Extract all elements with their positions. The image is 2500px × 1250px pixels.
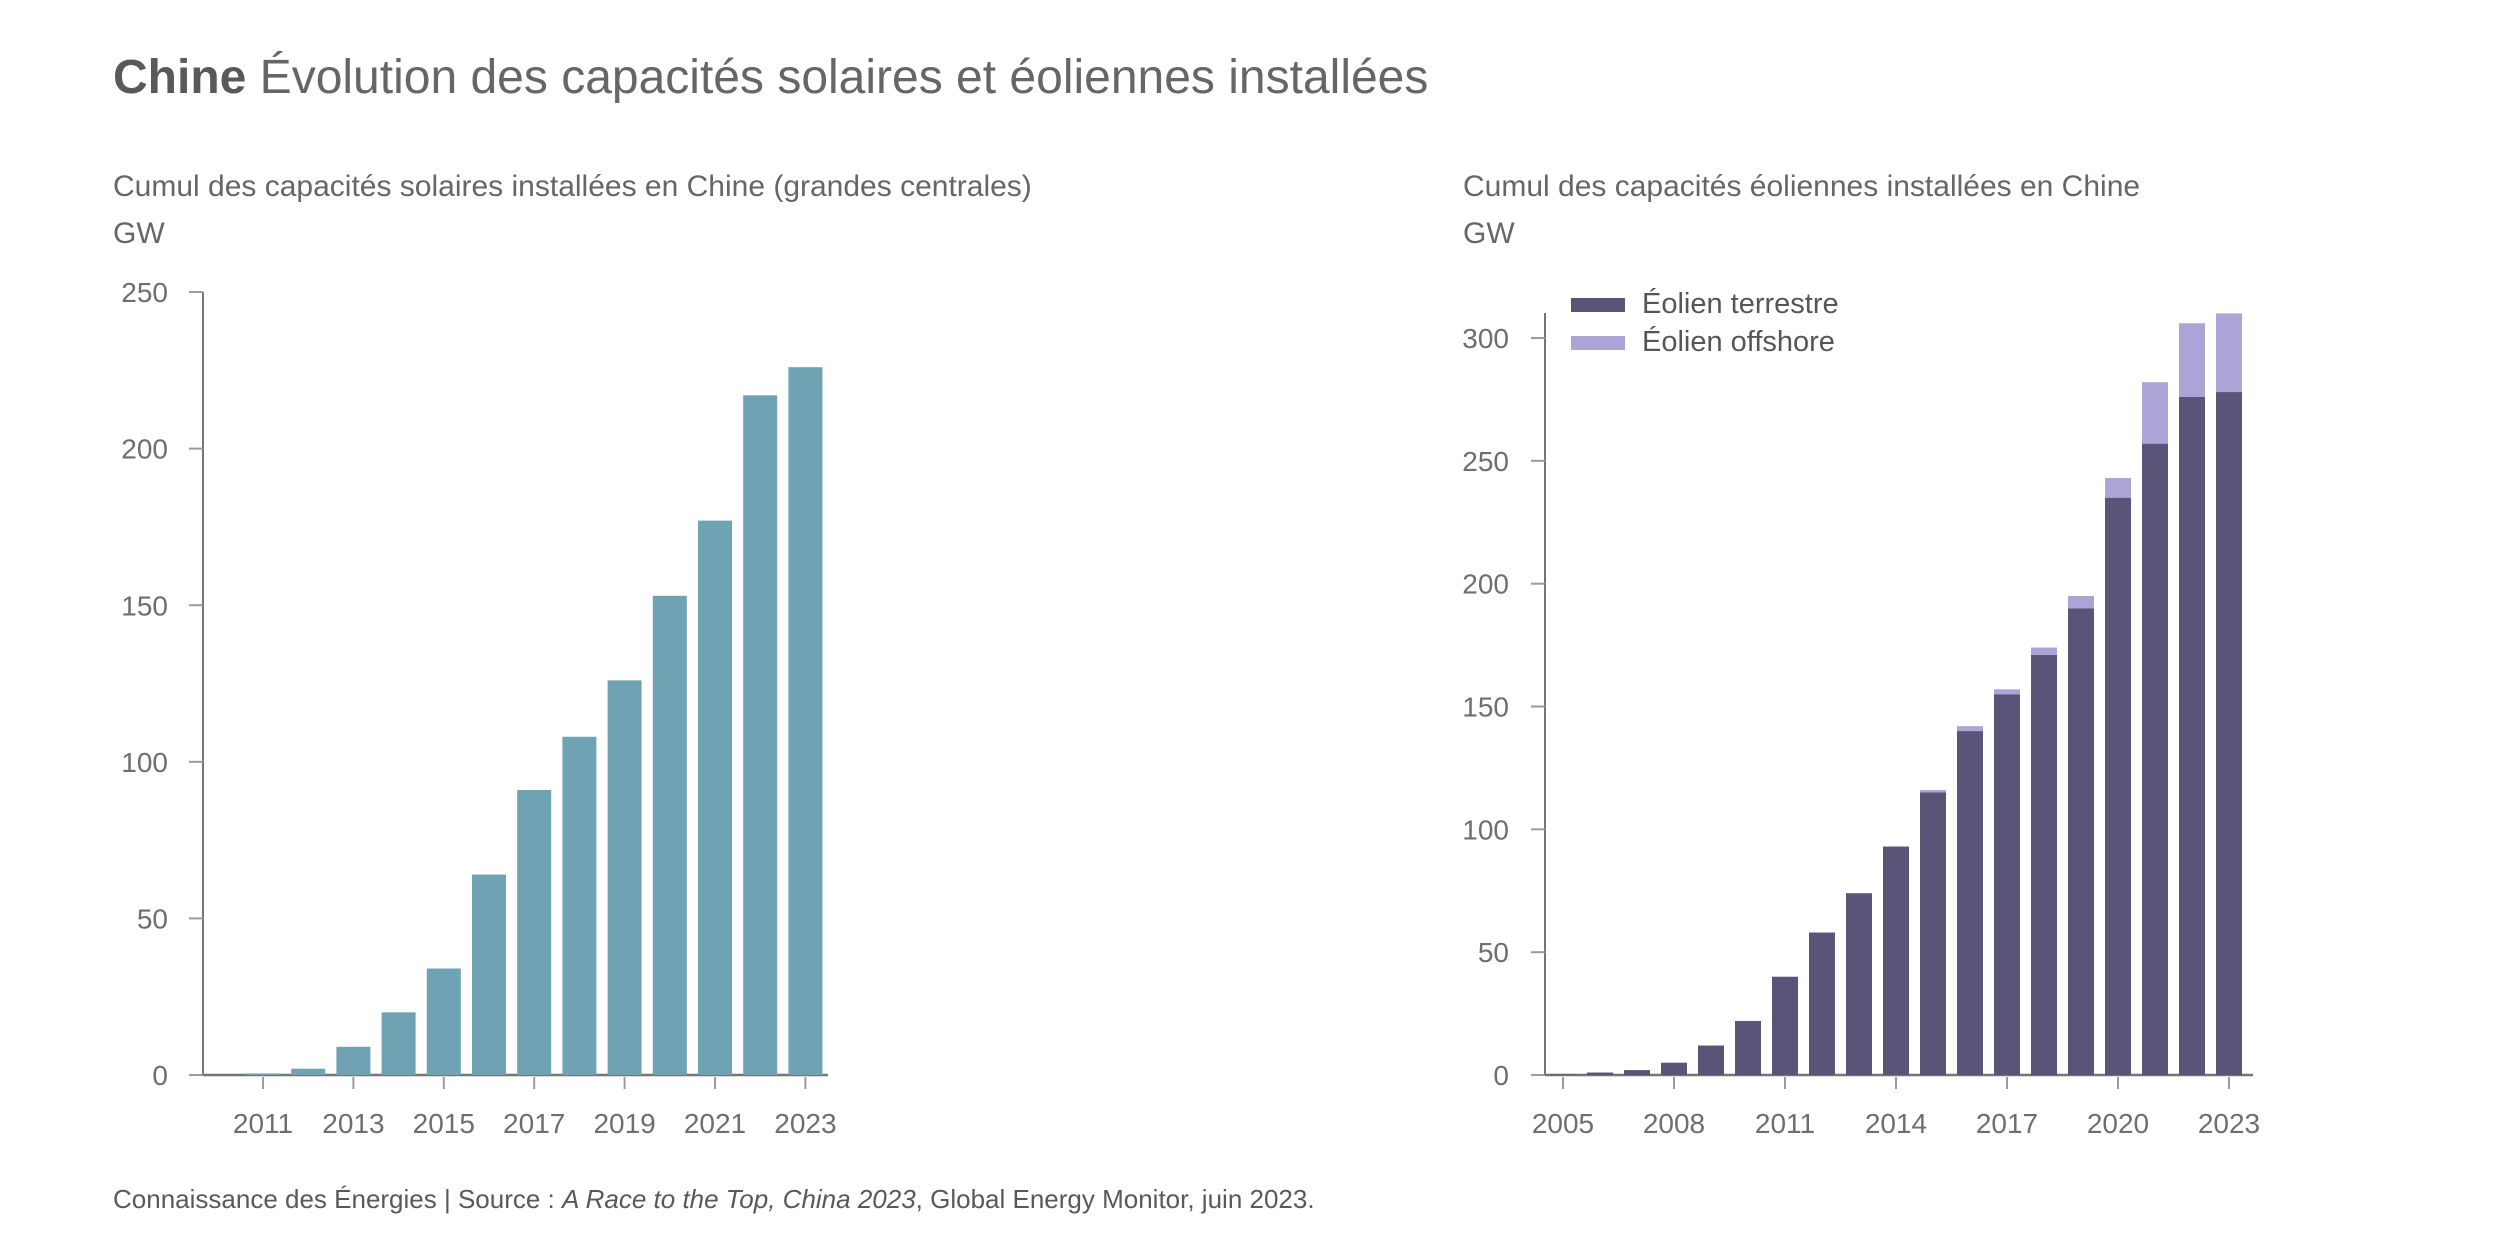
bar-onshore-2010 xyxy=(1735,1020,1761,1075)
x-tick-label: 2023 xyxy=(774,1108,836,1139)
bar-onshore-2008 xyxy=(1661,1062,1687,1075)
x-tick-label: 2011 xyxy=(1755,1108,1815,1139)
bar-offshore-2018 xyxy=(2031,647,2057,655)
y-tick-label: 50 xyxy=(137,903,168,934)
bar-onshore-2012 xyxy=(1809,932,1835,1075)
y-tick-label: 50 xyxy=(1478,937,1509,968)
bar-solar-2015 xyxy=(426,968,461,1075)
onshore-legend-label: Éolien terrestre xyxy=(1642,288,1839,320)
onshore-swatch-icon xyxy=(1571,297,1625,312)
source-suffix: , Global Energy Monitor, juin 2023. xyxy=(915,1184,1315,1214)
wind-chart-subtitle: Cumul des capacités éoliennes installées… xyxy=(1463,170,2141,203)
wind-legend: Éolien terrestre Éolien offshore xyxy=(1571,290,1839,357)
y-tick-label: 100 xyxy=(1462,814,1509,845)
bar-onshore-2023 xyxy=(2216,392,2242,1076)
bar-onshore-2005 xyxy=(1550,1074,1576,1075)
solar-chart-header: Cumul des capacités solaires installées … xyxy=(113,164,1363,257)
solar-chart-subtitle: Cumul des capacités solaires installées … xyxy=(113,170,1032,203)
x-tick-label: 2020 xyxy=(2087,1108,2149,1139)
x-tick-label: 2017 xyxy=(1976,1108,2038,1139)
source-line: Connaissance des Énergies | Source : A R… xyxy=(113,1184,1315,1215)
wind-chart-unit: GW xyxy=(1463,216,1515,250)
title-text: Évolution des capacités solaires et éoli… xyxy=(246,51,1429,104)
y-tick-label: 100 xyxy=(121,747,168,778)
bar-solar-2014 xyxy=(381,1012,416,1075)
x-tick-label: 2011 xyxy=(233,1108,293,1139)
bar-onshore-2021 xyxy=(2142,443,2168,1075)
x-tick-label: 2015 xyxy=(413,1108,475,1139)
bar-onshore-2015 xyxy=(1920,792,1946,1075)
bar-onshore-2017 xyxy=(1994,694,2020,1075)
y-tick-label: 0 xyxy=(1493,1060,1509,1091)
y-tick-label: 300 xyxy=(1462,323,1509,354)
x-tick-label: 2013 xyxy=(322,1108,384,1139)
bar-onshore-2006 xyxy=(1587,1072,1613,1075)
bar-solar-2021 xyxy=(698,520,732,1075)
bar-onshore-2009 xyxy=(1698,1045,1724,1075)
y-tick-label: 150 xyxy=(1462,692,1509,723)
y-tick-label: 250 xyxy=(1462,446,1509,477)
bar-solar-2017 xyxy=(517,789,552,1075)
bar-offshore-2016 xyxy=(1957,726,1983,732)
bar-offshore-2020 xyxy=(2105,478,2131,498)
source-prefix: Connaissance des Énergies | Source : xyxy=(113,1184,563,1214)
bar-solar-2020 xyxy=(652,595,687,1075)
bar-solar-2018 xyxy=(562,736,597,1075)
legend-row-onshore: Éolien terrestre xyxy=(1571,290,1839,319)
solar-chart-unit: GW xyxy=(113,216,165,250)
x-tick-label: 2021 xyxy=(684,1108,746,1139)
bar-onshore-2022 xyxy=(2179,396,2205,1076)
bar-solar-2023 xyxy=(788,367,823,1076)
x-tick-label: 2019 xyxy=(593,1108,655,1139)
bar-solar-2011 xyxy=(246,1073,280,1075)
legend-row-offshore: Éolien offshore xyxy=(1571,328,1839,357)
offshore-swatch-icon xyxy=(1571,335,1625,350)
wind-chart-header: Cumul des capacités éoliennes installées… xyxy=(1463,164,2443,257)
bar-offshore-2017 xyxy=(1994,689,2020,695)
x-tick-label: 2023 xyxy=(2198,1108,2260,1139)
bar-offshore-2021 xyxy=(2142,382,2168,444)
solar-chart: 0 50 100 150 200 250 2011 2013 2015 2017 2019 2021 2… xyxy=(121,277,836,1139)
bar-offshore-2015 xyxy=(1920,790,1946,793)
x-tick-label: 2014 xyxy=(1865,1108,1927,1139)
offshore-legend-label: Éolien offshore xyxy=(1642,326,1835,358)
title-country: Chine xyxy=(113,51,247,104)
bar-onshore-2007 xyxy=(1624,1070,1650,1075)
bar-onshore-2013 xyxy=(1846,893,1872,1075)
bar-solar-2019 xyxy=(607,680,642,1075)
wind-chart: 0 50 100 150 200 250 300 2005 2008 2011 2014 2017 20… xyxy=(1462,313,2260,1139)
bar-onshore-2011 xyxy=(1772,976,1798,1075)
bar-onshore-2018 xyxy=(2031,654,2057,1075)
bar-offshore-2023 xyxy=(2216,313,2242,393)
bar-offshore-2022 xyxy=(2179,323,2205,397)
y-tick-label: 250 xyxy=(121,277,168,308)
x-tick-label: 2005 xyxy=(1532,1108,1594,1139)
bar-solar-2016 xyxy=(472,874,506,1075)
bar-solar-2012 xyxy=(291,1068,326,1075)
source-title: A Race to the Top, China 2023 xyxy=(562,1184,916,1214)
bar-onshore-2016 xyxy=(1957,731,1983,1075)
bar-offshore-2019 xyxy=(2068,595,2094,609)
bar-onshore-2014 xyxy=(1883,846,1909,1075)
y-tick-label: 150 xyxy=(121,590,168,621)
bar-onshore-2019 xyxy=(2068,608,2094,1075)
bar-solar-2013 xyxy=(336,1046,371,1075)
x-tick-label: 2008 xyxy=(1643,1108,1705,1139)
page-title: Chine Évolution des capacités solaires e… xyxy=(113,51,1429,105)
y-tick-label: 200 xyxy=(121,434,168,465)
y-tick-label: 0 xyxy=(152,1060,168,1091)
x-tick-label: 2017 xyxy=(503,1108,565,1139)
bar-onshore-2020 xyxy=(2105,497,2131,1075)
y-tick-label: 200 xyxy=(1462,569,1509,600)
bar-solar-2022 xyxy=(743,395,778,1076)
